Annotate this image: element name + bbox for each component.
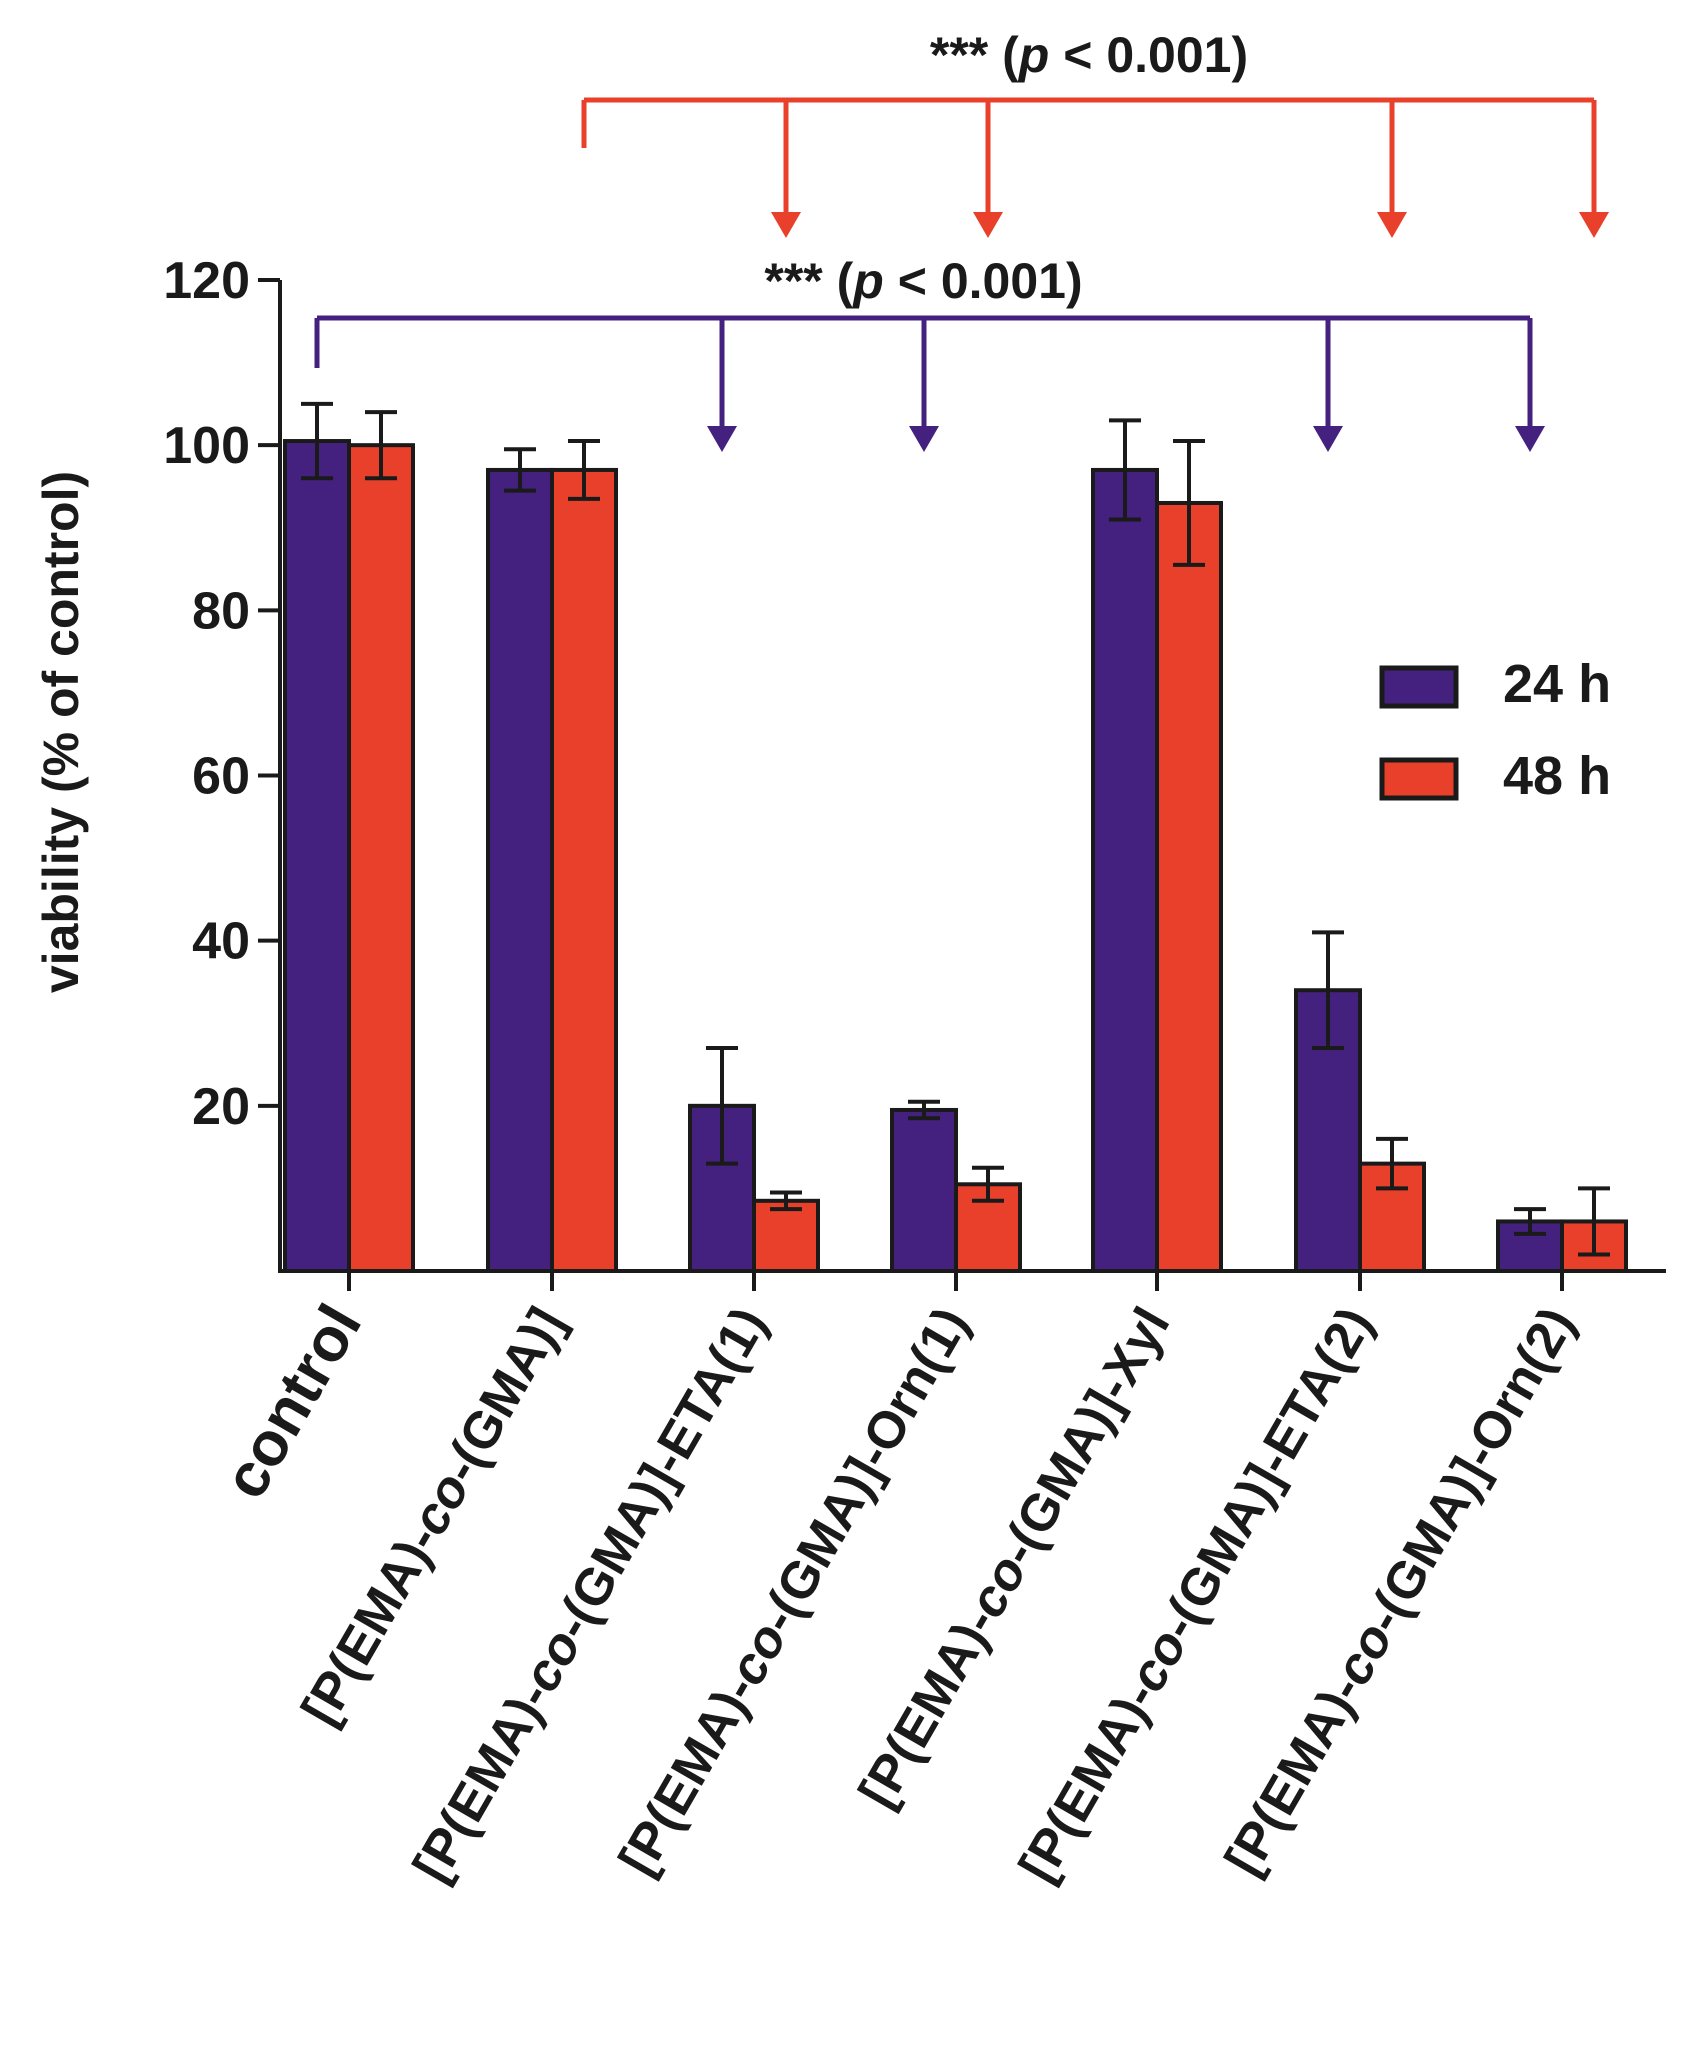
bar xyxy=(752,1198,820,1274)
arrow-head xyxy=(1579,212,1609,238)
bar xyxy=(347,443,415,1273)
legend-swatch xyxy=(1379,757,1459,801)
legend: 24 h 48 h xyxy=(1379,654,1611,806)
label-part: -(GMA)]-ETA(2) xyxy=(1148,1298,1384,1649)
label-part: control xyxy=(210,1294,375,1510)
arrow-head xyxy=(973,212,1003,238)
label-part: ( xyxy=(823,253,854,309)
bar xyxy=(550,467,618,1274)
label-part: [P(EMA)- xyxy=(402,1672,562,1891)
x-tick-label: [P(EMA)-co-(GMA)]-Orn(2) xyxy=(1214,1298,1586,1885)
legend-label: 48 h xyxy=(1503,746,1611,806)
bar xyxy=(283,439,351,1274)
label-part: < 0.001) xyxy=(884,253,1083,309)
x-axis xyxy=(280,1269,1666,1291)
arrow-head xyxy=(707,426,737,452)
arrow-head xyxy=(909,426,939,452)
significance-annotations: *** (p < 0.001)*** (p < 0.001) xyxy=(314,27,1609,452)
label-part: -(GMA)]-ETA(1) xyxy=(542,1298,778,1649)
y-tick-label: 120 xyxy=(163,252,250,310)
label-part: [P(EMA)- xyxy=(848,1598,1008,1817)
label-part: ( xyxy=(988,27,1019,83)
y-axis-label: viability (% of control) xyxy=(33,471,89,993)
y-tick-label: 20 xyxy=(192,1078,250,1136)
y-tick-label: 80 xyxy=(192,582,250,640)
label-part: -(GMA)]-Orn(2) xyxy=(1354,1298,1586,1642)
label-part: -(GMA)]-Orn(1) xyxy=(748,1298,980,1642)
x-tick-labels: control[P(EMA)-co-(GMA)][P(EMA)-co-(GMA)… xyxy=(210,1294,1586,1892)
label-part: [P(EMA)- xyxy=(608,1666,768,1885)
y-axis: 20 40 60 80 100 120 xyxy=(163,252,282,1273)
label-part: -(GMA)]-Xyl xyxy=(988,1298,1181,1575)
x-tick-label: [P(EMA)-co-(GMA)]-ETA(2) xyxy=(1008,1298,1384,1891)
arrow-head xyxy=(1377,212,1407,238)
legend-swatch xyxy=(1379,665,1459,709)
significance-bracket: *** (p < 0.001) xyxy=(581,27,1609,238)
y-tick-label: 100 xyxy=(163,417,250,475)
arrow-head xyxy=(771,212,801,238)
arrow-head xyxy=(1515,426,1545,452)
y-tick-label: 40 xyxy=(192,913,250,971)
bar xyxy=(486,467,554,1274)
p-symbol: p xyxy=(1017,27,1050,83)
bars xyxy=(283,401,1628,1274)
significance-label: *** (p < 0.001) xyxy=(930,27,1248,83)
bar xyxy=(1155,500,1223,1274)
x-tick-label: [P(EMA)-co-(GMA)]-ETA(1) xyxy=(402,1298,778,1891)
bar xyxy=(890,1107,958,1274)
label-part: [P(EMA)- xyxy=(1214,1666,1374,1885)
x-tick-label: control xyxy=(210,1294,375,1510)
label-part: < 0.001) xyxy=(1049,27,1248,83)
label-part: [P(EMA)- xyxy=(1008,1672,1168,1891)
significance-label: *** (p < 0.001) xyxy=(764,253,1082,309)
stars: *** xyxy=(930,27,989,83)
y-tick-label: 60 xyxy=(192,748,250,806)
stars: *** xyxy=(764,253,823,309)
p-symbol: p xyxy=(851,253,884,309)
label-part: -(GMA)] xyxy=(431,1298,577,1492)
significance-bracket: *** (p < 0.001) xyxy=(314,253,1545,452)
legend-label: 24 h xyxy=(1503,654,1611,714)
label-part: [P(EMA)- xyxy=(291,1516,451,1735)
arrow-head xyxy=(1313,426,1343,452)
bar xyxy=(1091,467,1159,1274)
x-tick-label: [P(EMA)-co-(GMA)]-Orn(1) xyxy=(608,1298,980,1885)
